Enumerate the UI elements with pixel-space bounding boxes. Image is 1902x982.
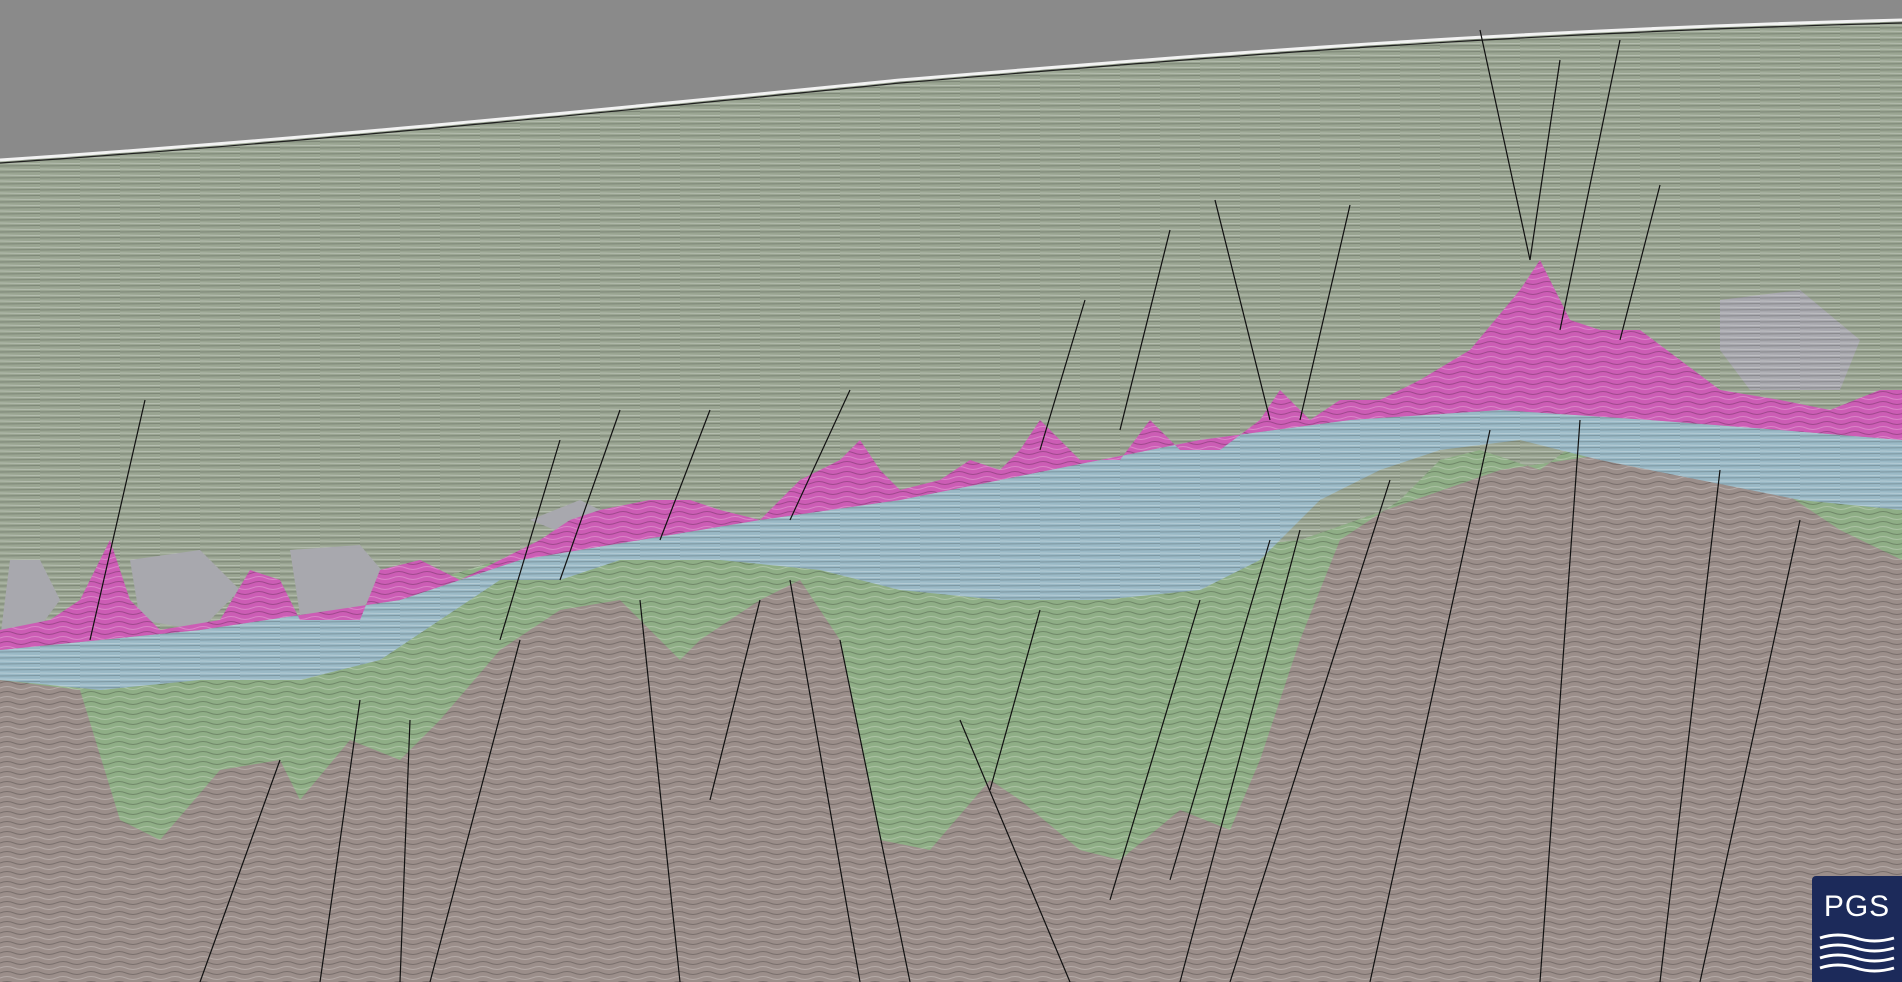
pgs-logo: PGS: [1812, 876, 1902, 982]
fault-line: [1229, 479, 1391, 982]
grey-body-mid-left: [130, 550, 240, 630]
fault-line: [319, 699, 361, 982]
fault-line: [89, 399, 146, 641]
reservoir-texture: [0, 410, 1902, 690]
fault-line: [989, 609, 1041, 791]
fault-line: [1214, 199, 1271, 421]
fault-line: [1479, 29, 1531, 261]
fault-line: [839, 639, 911, 982]
fault-line: [1169, 539, 1271, 881]
fault-line: [789, 389, 851, 521]
fault-line: [429, 639, 521, 982]
fault-line: [1529, 59, 1561, 261]
fault-line: [1179, 529, 1301, 982]
fault-line: [1559, 39, 1621, 331]
fault-line: [1369, 429, 1491, 982]
fault-line: [959, 719, 1071, 982]
fault-line: [199, 759, 281, 982]
fault-line: [1119, 229, 1171, 431]
fault-line: [789, 579, 861, 982]
grey-body-right-texture: [1720, 290, 1860, 390]
fault-line: [1539, 419, 1581, 982]
fault-line: [659, 409, 711, 541]
fault-line: [499, 439, 561, 641]
fault-line: [1039, 299, 1086, 451]
syn-rift-texture: [0, 420, 1902, 860]
pgs-waves-logo-icon: [1819, 933, 1895, 973]
grey-body-left: [0, 560, 60, 640]
fault-line: [639, 599, 681, 982]
fault-line: [399, 719, 411, 982]
fault-line: [1659, 469, 1721, 982]
seafloor-reflector: [0, 18, 1902, 162]
pgs-logo-text: PGS: [1823, 890, 1891, 923]
fault-line: [1619, 184, 1661, 341]
fault-line: [1299, 204, 1351, 421]
fault-line: [559, 409, 621, 581]
fault-lines: [89, 29, 1801, 982]
fault-line: [1699, 519, 1801, 982]
fault-line: [709, 599, 761, 801]
fault-line: [1109, 599, 1201, 901]
seafloor-dark-line: [0, 22, 1902, 164]
grey-body-mid: [290, 545, 390, 620]
